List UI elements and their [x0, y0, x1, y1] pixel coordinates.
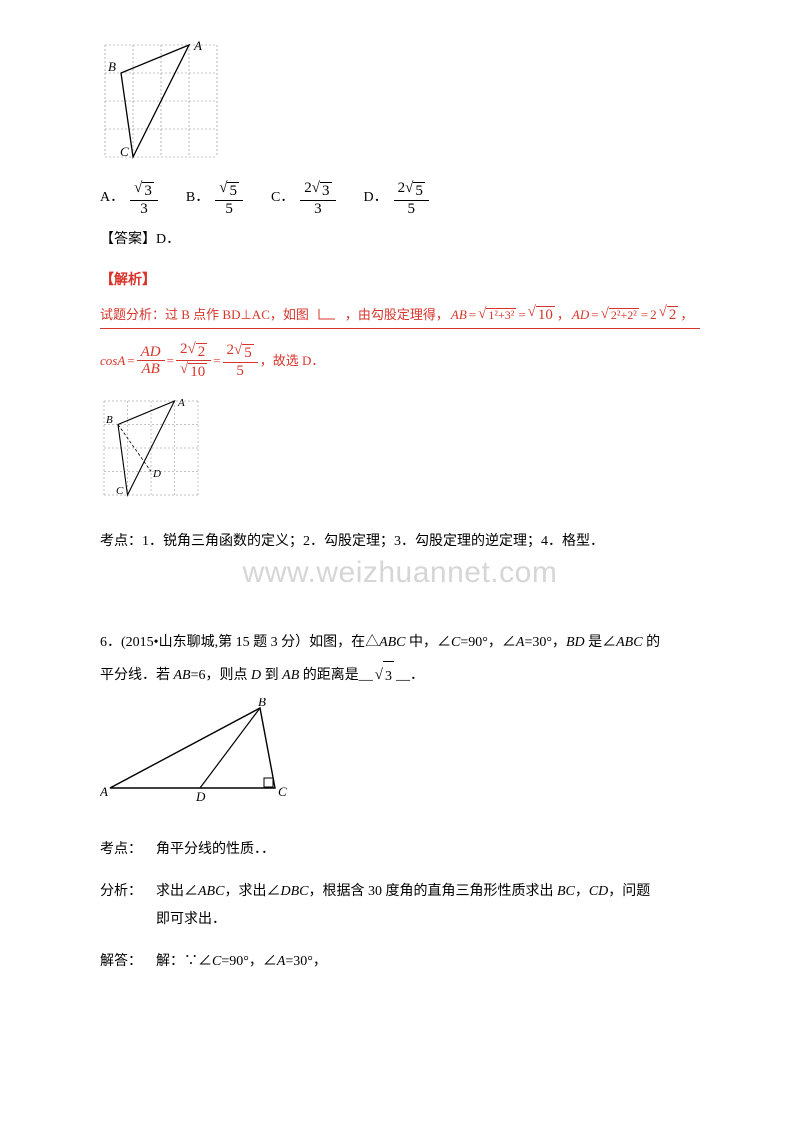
svg-text:C: C	[116, 485, 124, 497]
svg-text:D: D	[152, 468, 161, 480]
kf-jieda-label: 解答：	[100, 948, 156, 976]
svg-text:B: B	[108, 59, 116, 74]
answer-line: 【答案】D．	[100, 225, 700, 256]
svg-text:A: A	[100, 784, 108, 799]
q6-line2: 平分线．若 AB=6，则点 D 到 AB 的距离是__√3__．	[100, 659, 700, 693]
svg-text:C: C	[278, 784, 287, 799]
option-a: A． √3 3	[100, 180, 158, 217]
kf-kaodian-label: 考点：	[100, 836, 156, 864]
figure-grid-2: A B C D	[100, 397, 202, 499]
svg-text:B: B	[106, 414, 113, 426]
analysis-title: 【解析】	[100, 266, 700, 297]
analysis-line-2: cosA= AD AB = 2√2 √10 = 2√5 5 ，故选 D．	[100, 341, 700, 381]
kf-table: 考点： 角平分线的性质．． 分析： 求出∠ABC，求出∠DBC，根据含 30 度…	[100, 836, 700, 976]
options-row: A． √3 3 B． √5 5 C． 2√3 3 D． 2√5 5	[100, 180, 700, 217]
kf-fenxi-label: 分析：	[100, 878, 156, 934]
svg-text:D: D	[195, 789, 206, 803]
option-c: C． 2√3 3	[271, 180, 336, 217]
option-b: B． √5 5	[186, 180, 243, 217]
question-6: 6．(2015•山东聊城,第 15 题 3 分）如图，在△ABC 中，∠C=90…	[100, 628, 700, 976]
analysis-line-1: 试题分析：过 B 点作 BD⊥AC，如图 ，由勾股定理得， AB= √1²+3²…	[100, 303, 700, 329]
svg-text:B: B	[258, 698, 266, 709]
svg-text:C: C	[120, 144, 129, 159]
q6-line1: 6．(2015•山东聊城,第 15 题 3 分）如图，在△ABC 中，∠C=90…	[100, 628, 700, 659]
kf-jieda-text: 解：∵∠C=90°，∠A=30°，	[156, 948, 700, 976]
kaodian-line: 考点：1．锐角三角函数的定义；2．勾股定理；3．勾股定理的逆定理；4．格型．	[100, 527, 700, 558]
figure-grid-1: A B C	[100, 40, 222, 162]
figure-triangle-abc: A B C D	[100, 698, 300, 803]
svg-text:A: A	[193, 40, 202, 53]
kf-kaodian-text: 角平分线的性质．．	[156, 836, 700, 864]
option-d: D． 2√5 5	[364, 180, 429, 217]
svg-text:A: A	[177, 397, 185, 409]
right-angle-icon	[317, 307, 337, 321]
kf-fenxi-text: 求出∠ABC，求出∠DBC，根据含 30 度角的直角三角形性质求出 BC，CD，…	[156, 878, 700, 934]
